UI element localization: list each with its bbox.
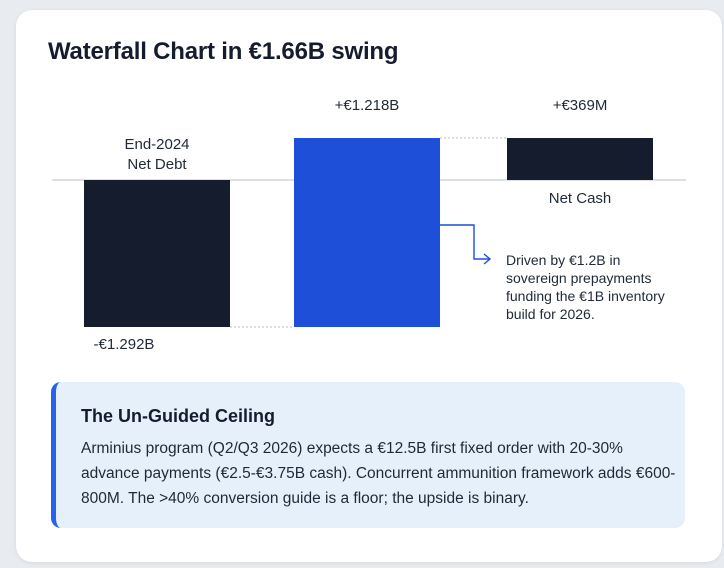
bar-1-category-label: End-2024 <box>124 136 189 153</box>
callout-title: The Un-Guided Ceiling <box>81 406 275 426</box>
annotation-connector <box>440 224 489 260</box>
bar-3 <box>507 138 653 180</box>
annotation-text: build for 2026. <box>506 306 595 322</box>
bar-2 <box>294 138 440 327</box>
annotation-text: sovereign prepayments <box>506 270 652 286</box>
bar-2-value-label: +€1.218B <box>335 97 400 114</box>
annotation-text: Driven by €1.2B in <box>506 252 620 268</box>
bar-3-value-label: +€369M <box>553 97 608 114</box>
annotation-arrowhead <box>483 253 492 265</box>
bar-3-category-label: Net Cash <box>549 190 612 207</box>
bar-1-category-label: Net Debt <box>127 156 187 173</box>
bar-1-value-label: -€1.292B <box>94 336 155 353</box>
chart-title: Waterfall Chart in €1.66B swing <box>48 38 399 65</box>
callout-body: Arminius program (Q2/Q3 2026) expects a … <box>81 440 676 507</box>
bar-1 <box>84 180 230 327</box>
waterfall-chart: End-2024 Net Debt -€1.292B +€1.218B +€369M Ne… <box>52 97 686 353</box>
annotation-text: funding the €1B inventory <box>506 288 665 304</box>
callout-box: The Un-Guided Ceiling Arminius program (… <box>51 382 685 528</box>
